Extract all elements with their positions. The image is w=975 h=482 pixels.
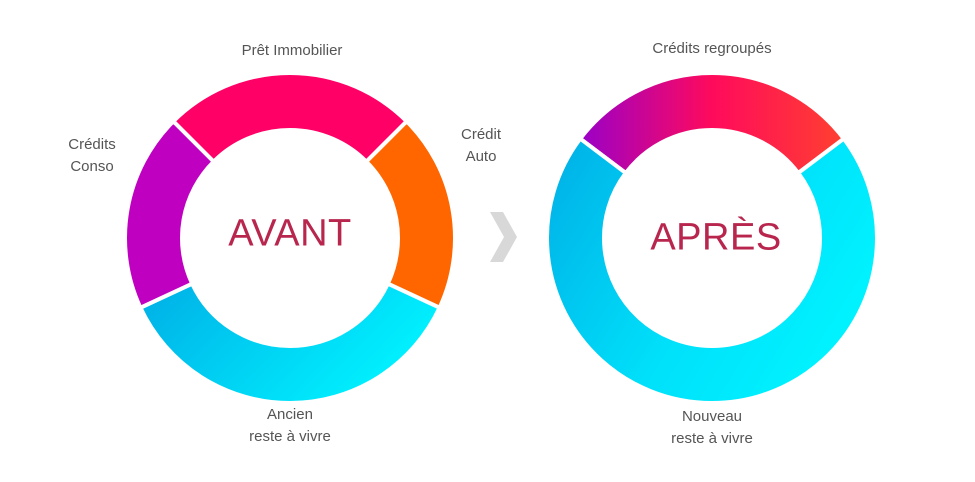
segment-consumer-credit bbox=[123, 118, 217, 311]
segment-auto-credit bbox=[363, 118, 457, 311]
label-new-remaining: Nouveau reste à vivre bbox=[671, 408, 753, 447]
label-consumer-credit: Crédits Conso bbox=[68, 136, 116, 175]
label-mortgage: Prêt Immobilier bbox=[241, 42, 343, 59]
segment-mortgage bbox=[170, 71, 410, 165]
before-title: AVANT bbox=[228, 212, 352, 255]
label-old-remaining: Ancien reste à vivre bbox=[249, 406, 331, 445]
segment-new-remaining bbox=[545, 135, 879, 405]
label-auto-credit: Crédit Auto bbox=[460, 126, 502, 165]
after-title: APRÈS bbox=[650, 216, 782, 259]
label-grouped-credits: Crédits regroupés bbox=[652, 40, 772, 57]
segment-old-remaining bbox=[137, 280, 443, 405]
chevron-right-icon bbox=[490, 212, 517, 262]
segment-grouped-credits bbox=[577, 71, 847, 176]
